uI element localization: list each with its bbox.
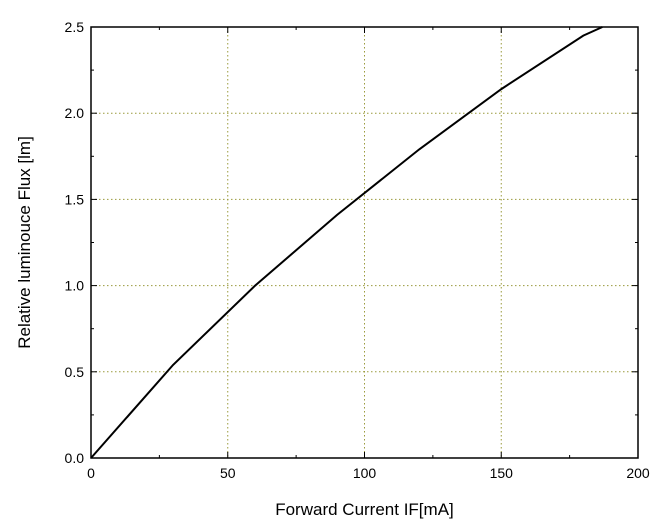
x-tick-label: 50 <box>220 465 236 481</box>
y-tick-label: 1.0 <box>65 278 85 294</box>
plot-frame <box>90 26 639 459</box>
y-tick-labels: 0.0 0.5 1.0 1.5 2.0 2.5 <box>65 19 85 466</box>
grid-lines <box>91 27 638 458</box>
series-line <box>90 26 603 459</box>
x-tick-label: 200 <box>626 465 650 481</box>
y-tick-label: 2.0 <box>65 105 85 121</box>
x-tick-label: 0 <box>87 465 95 481</box>
y-tick-label: 0.5 <box>65 364 85 380</box>
y-axis-title: Relative luminouce Flux [lm] <box>15 136 34 349</box>
x-tick-labels: 0 50 100 150 200 <box>87 465 650 481</box>
x-tick-label: 150 <box>490 465 514 481</box>
y-tick-label: 2.5 <box>65 19 85 35</box>
y-tick-label: 0.0 <box>65 450 85 466</box>
y-tick-label: 1.5 <box>65 191 85 207</box>
x-tick-label: 100 <box>353 465 377 481</box>
x-axis-title: Forward Current IF[mA] <box>275 500 454 519</box>
